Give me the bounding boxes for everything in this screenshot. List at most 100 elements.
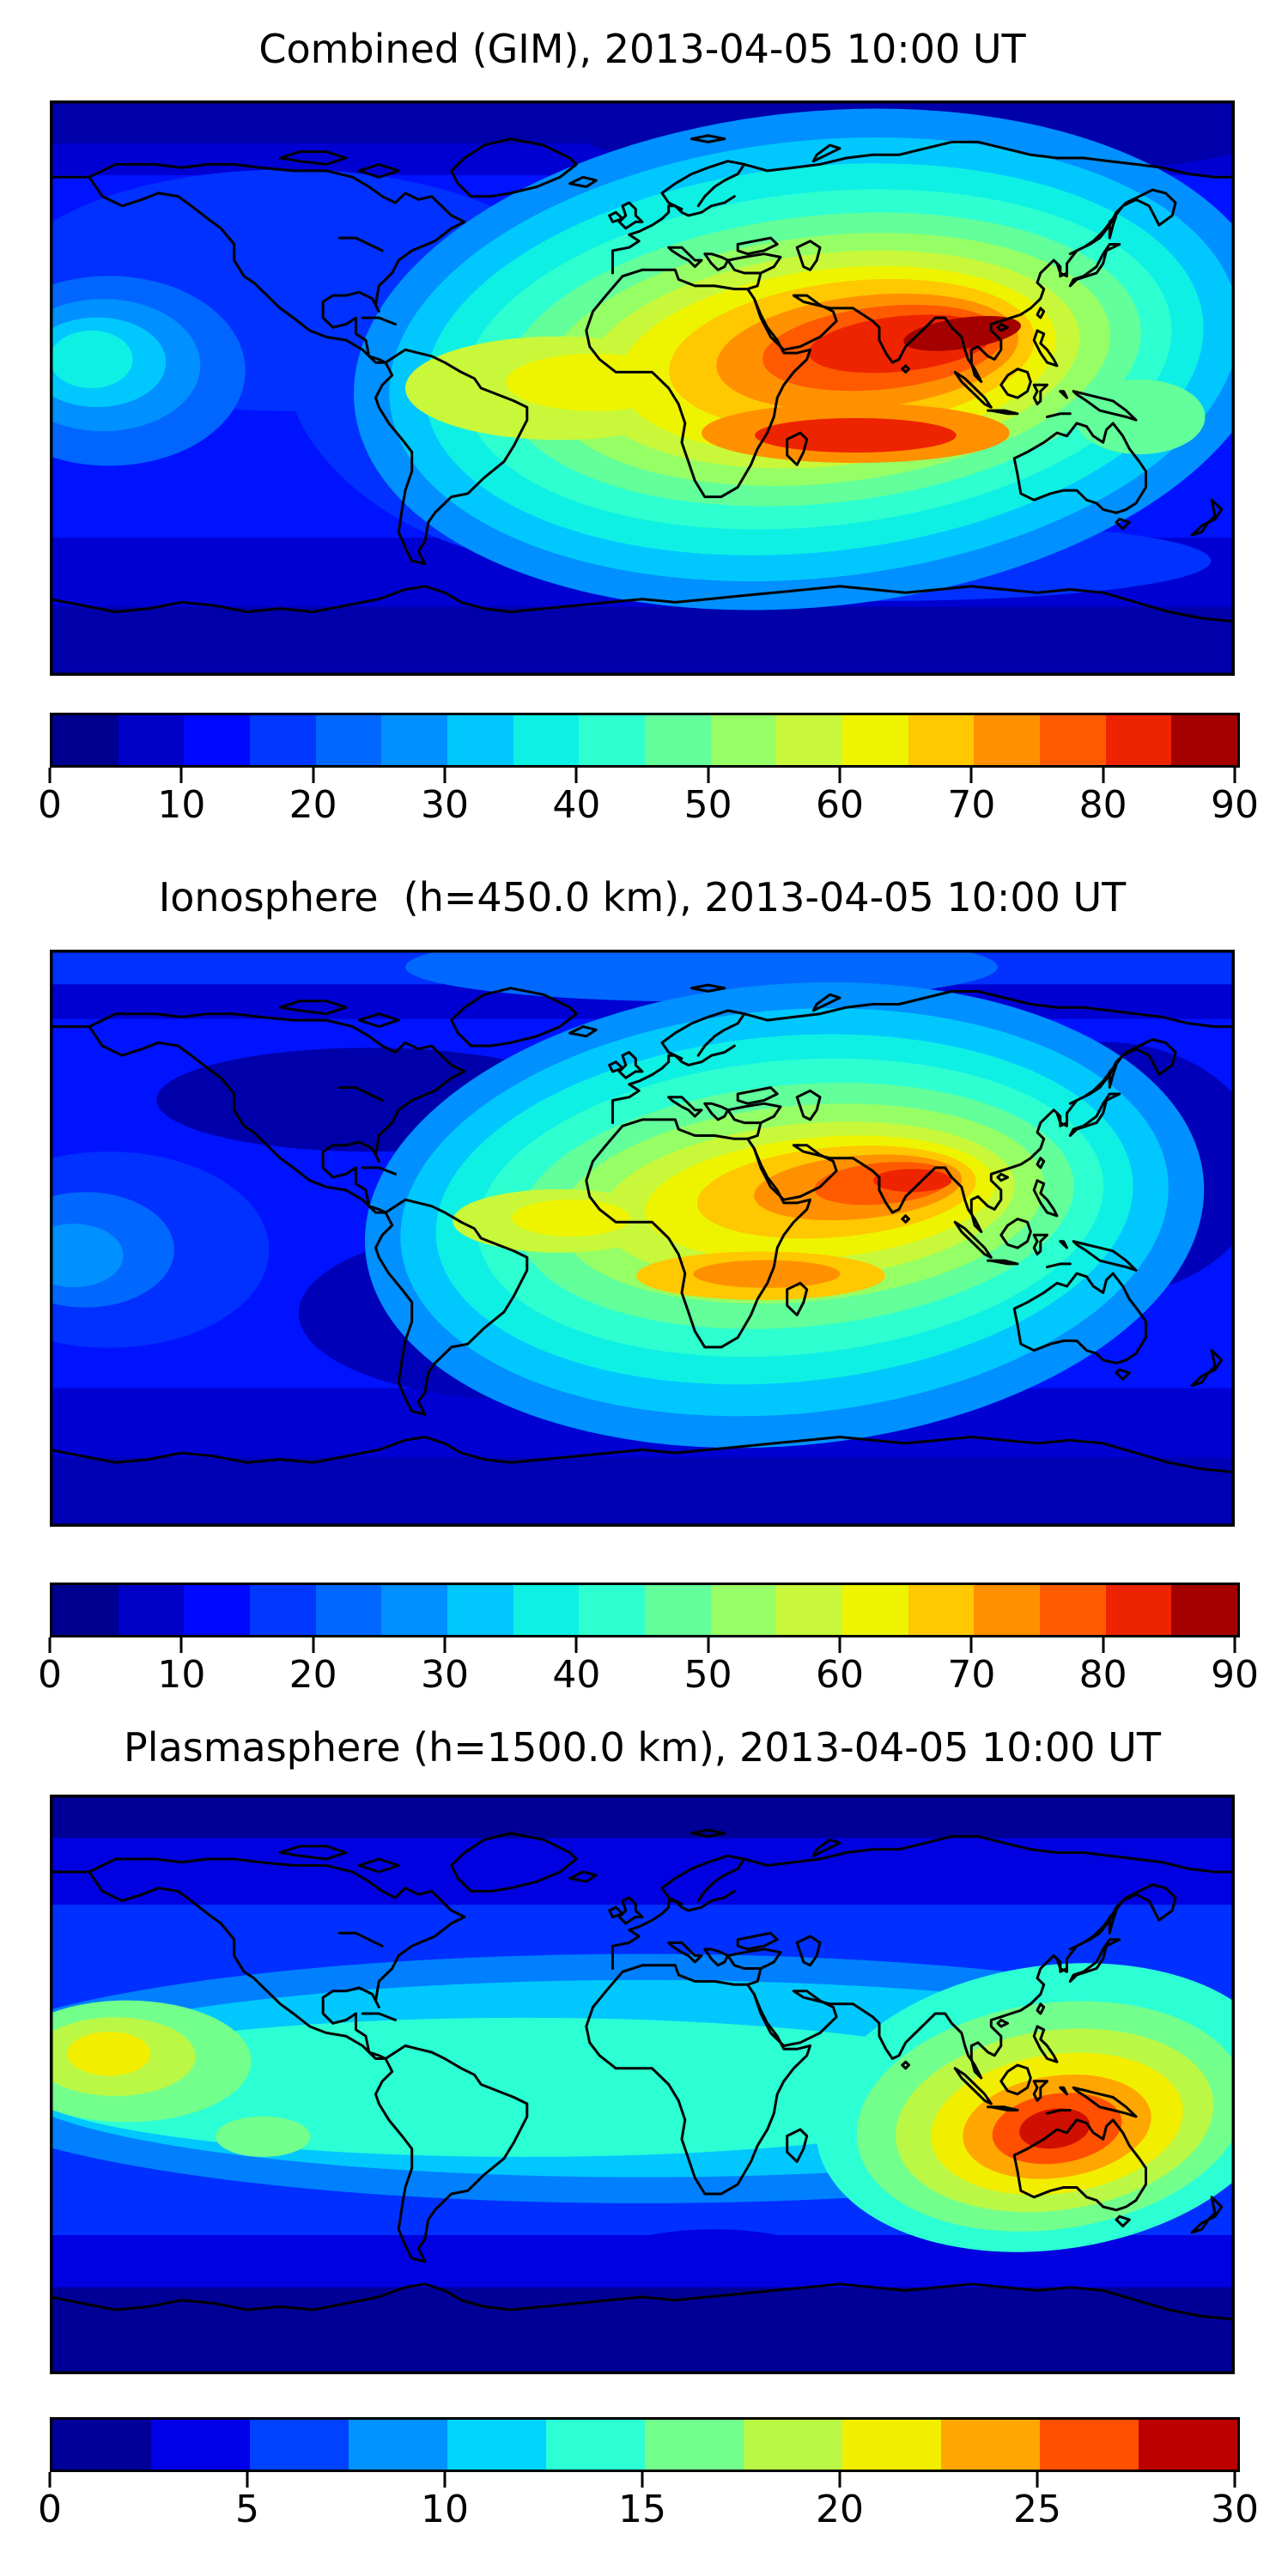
coastline-path [1068, 1092, 1121, 1137]
colorbar-segment [645, 715, 711, 765]
colorbar-tick [1102, 768, 1105, 783]
coastline-path [88, 1857, 466, 2060]
colorbar-segment [184, 715, 251, 765]
colorbar-tick [574, 1637, 578, 1653]
colorbar-segment [974, 1585, 1041, 1635]
coastline-path [50, 585, 1235, 623]
coastline-path [1059, 390, 1068, 399]
coastline-path [585, 1118, 811, 1349]
coastline-path [746, 271, 762, 291]
coastline-path [786, 431, 809, 466]
colorbar-tick-label: 70 [947, 783, 996, 827]
contour-band [506, 353, 684, 411]
coastline-path [901, 364, 910, 374]
coastline-path [987, 2105, 1019, 2111]
colorbar-tick [574, 768, 578, 783]
coastline-path [88, 162, 466, 364]
colorbar-segment [710, 715, 777, 765]
panel-title-combined: Combined (GIM), 2013-04-05 10:00 UT [258, 26, 1026, 72]
colorbar-ticks-plasmasphere [48, 2472, 1236, 2489]
coastline-path [743, 990, 1235, 1029]
coastline-path [278, 150, 348, 166]
colorbar-tick [443, 768, 447, 783]
coastline-path [660, 160, 746, 211]
coastline-path [1032, 329, 1059, 368]
colorbar-segment [250, 2420, 349, 2470]
colorbar-tick [707, 1637, 710, 1653]
coastline-path [746, 1121, 762, 1140]
colorbar-tick [48, 768, 52, 783]
colorbar-segment [710, 1585, 777, 1635]
colorbar-segment [447, 715, 513, 765]
colorbar-tick-label: 5 [235, 2488, 259, 2531]
colorbar-tick [246, 2472, 249, 2488]
colorbar-segment [250, 1585, 316, 1635]
colorbar-tick [1233, 2472, 1236, 2488]
coastline-path [1072, 390, 1138, 422]
map-border [50, 950, 1235, 1527]
coastline-path [1190, 1349, 1224, 1388]
coastline-path [999, 368, 1032, 399]
coastline-path [374, 2044, 529, 2263]
coastline-path [1036, 2002, 1046, 2015]
colorbar-segment [250, 715, 316, 765]
coastline-path [1032, 2025, 1059, 2063]
coastline-path [611, 195, 736, 275]
coastline-path [987, 1259, 1019, 1266]
contour-field-layer [50, 100, 1235, 676]
colorbar-segment [1139, 2420, 1237, 2470]
contour-band [50, 331, 133, 388]
coastlines-layer [50, 134, 1235, 623]
colorbar-ionosphere [50, 1583, 1240, 1637]
colorbar-labels-ionosphere: 0 10 20 30 40 50 60 70 80 90 [38, 1653, 1259, 1701]
colorbar-tick [443, 2472, 447, 2488]
colorbar-segment [118, 1585, 185, 1635]
contour-band [67, 2032, 151, 2076]
colorbar-tick [707, 768, 710, 783]
coastline-path [987, 409, 1019, 416]
coastline-path [1012, 2118, 1147, 2212]
colorbar-tick-label: 30 [1211, 2488, 1259, 2531]
colorbar-tick-label: 25 [1013, 2488, 1061, 2531]
colorbar-tick-label: 0 [38, 1653, 62, 1697]
colorbar-segment [1171, 715, 1238, 765]
colorbar-plasmasphere [50, 2417, 1240, 2472]
coastline-path [50, 1436, 1235, 1473]
colorbar-segment [1040, 2420, 1139, 2470]
colorbar-tick [838, 2472, 841, 2488]
colorbar-tick-label: 15 [618, 2488, 666, 2531]
colorbar-tick [312, 1637, 315, 1653]
colorbar-segment [513, 1585, 580, 1635]
coastline-path [1072, 1240, 1138, 1272]
colorbar-ticks-combined [48, 768, 1236, 785]
colorbar-tick-label: 60 [816, 783, 864, 827]
coastline-path [996, 323, 1009, 332]
colorbar-segment [315, 715, 382, 765]
coastline-path [996, 1172, 1009, 1182]
map-border [50, 1795, 1235, 2374]
coastline-path [690, 1828, 726, 1838]
colorbar-segment [579, 1585, 646, 1635]
coastline-path [450, 987, 578, 1048]
colorbar-tick [443, 1637, 447, 1653]
contour-band [755, 417, 957, 453]
contour-band [693, 1260, 841, 1288]
colorbar-tick-label: 20 [289, 783, 337, 827]
coastline-path [1032, 1179, 1059, 1218]
contour-band [606, 2229, 820, 2287]
contour-field-layer [50, 950, 1235, 1527]
coastline-path [667, 1941, 703, 1964]
coastline-path [608, 1060, 624, 1073]
colorbar-tick-label: 80 [1078, 783, 1127, 827]
coastline-path [337, 1931, 384, 1947]
coastline-path [953, 1220, 993, 1259]
colorbar-segment [908, 1585, 975, 1635]
colorbar-tick [48, 1637, 52, 1653]
coastline-path [703, 252, 730, 271]
coastline-path [703, 1947, 730, 1967]
coastline-path [690, 134, 726, 143]
coastline-path [1055, 262, 1068, 278]
coastline-path [1032, 2080, 1048, 2102]
coastline-path [953, 370, 993, 409]
colorbar-segment [1105, 1585, 1172, 1635]
